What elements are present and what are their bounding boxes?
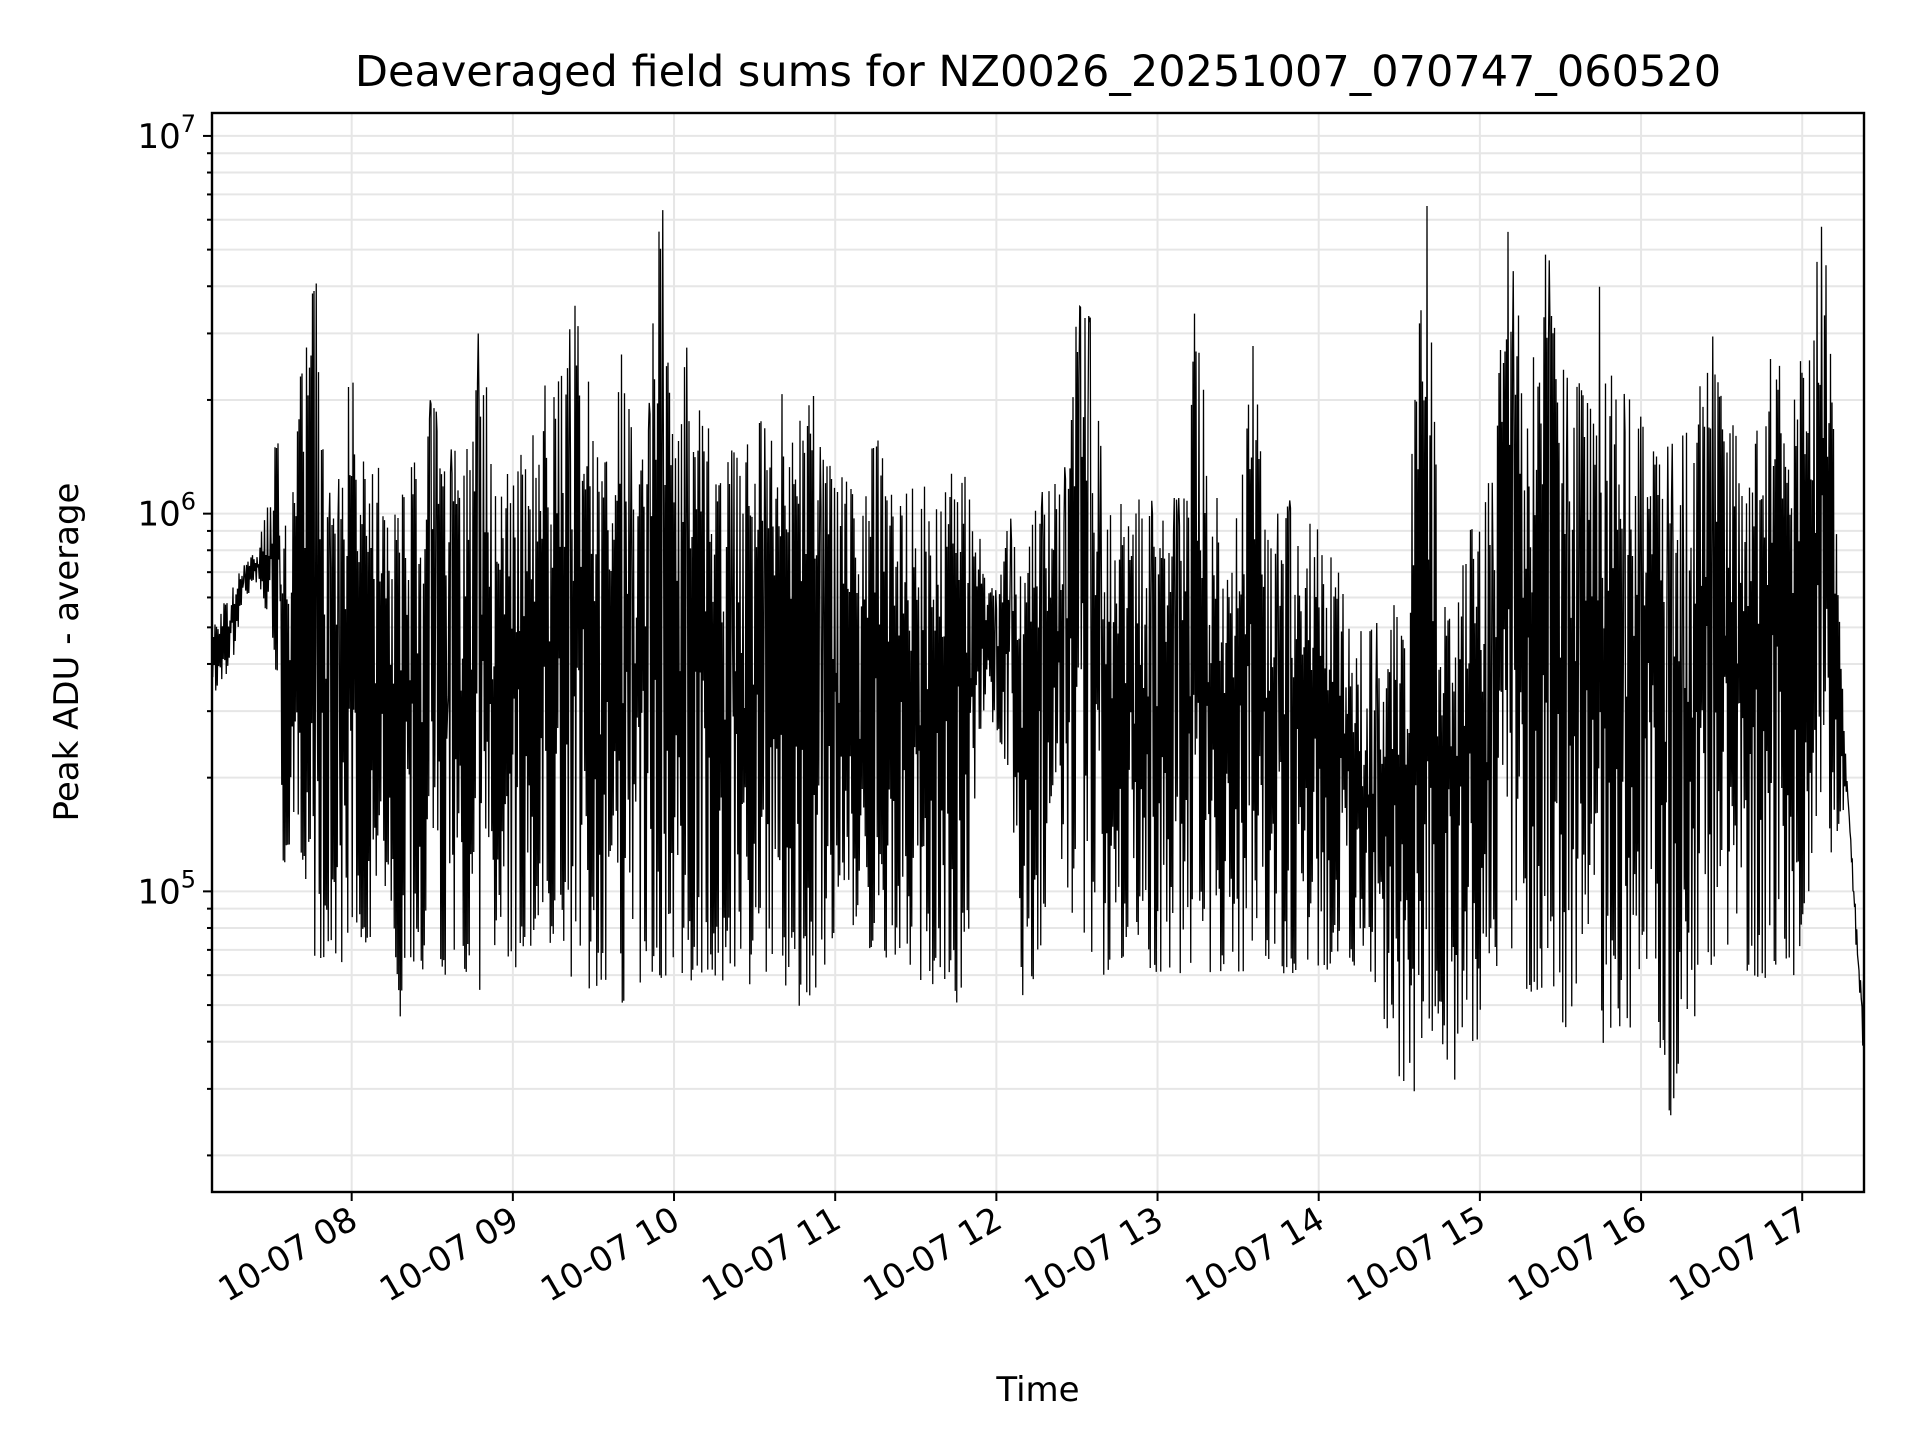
y-axis-ticks: 105 106 107 [137, 110, 212, 1157]
y-tick-label: 106 [137, 488, 196, 535]
series-line-0 [211, 205, 1865, 1116]
y-axis-label: Peak ADU - average [47, 483, 87, 822]
axes-frame [210, 111, 1866, 1194]
y-tick-label: 107 [137, 110, 196, 157]
y-tick-label: 105 [137, 865, 196, 912]
chart-title: Deaveraged field sums for NZ0026_2025100… [355, 47, 1721, 97]
data-series [211, 205, 1865, 1116]
x-axis-label: Time [995, 1370, 1079, 1410]
